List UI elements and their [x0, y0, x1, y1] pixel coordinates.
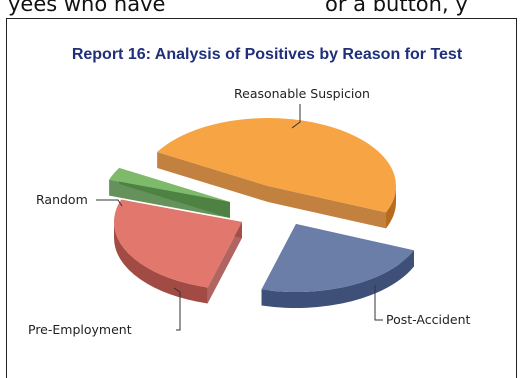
slice-label-reasonable-suspicion: Reasonable Suspicion — [234, 86, 370, 101]
page-text-fragment: yees who have or a button, y — [0, 0, 522, 18]
pie-slice-random — [109, 168, 230, 218]
leader-line-post-accident — [374, 285, 383, 321]
pie-slice-reasonable-suspicion — [157, 118, 396, 229]
leader-line-pre-employment — [173, 287, 181, 331]
slice-label-post-accident: Post-Accident — [386, 312, 470, 327]
page-text-left: yees who have — [8, 0, 166, 16]
chart-frame — [6, 18, 517, 378]
pie-slice-pre-employment — [113, 199, 242, 304]
leader-line-reasonable-suspicion — [291, 104, 301, 129]
leader-line-random — [96, 199, 123, 207]
slice-label-random: Random — [36, 192, 88, 207]
chart-title: Report 16: Analysis of Positives by Reas… — [72, 46, 463, 63]
page-text-right: or a button, y — [325, 0, 468, 16]
slice-label-pre-employment: Pre-Employment — [28, 322, 132, 337]
pie-slice-post-accident — [261, 224, 414, 308]
